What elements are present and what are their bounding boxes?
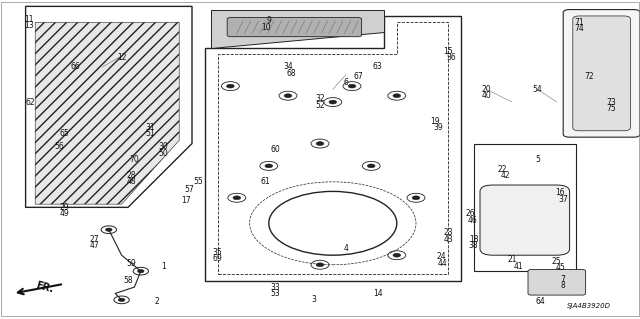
Text: 73: 73: [606, 98, 616, 107]
Text: FR.: FR.: [35, 280, 55, 294]
Text: 46: 46: [467, 216, 477, 225]
Text: 31: 31: [145, 123, 156, 132]
Circle shape: [316, 263, 324, 267]
Text: 72: 72: [584, 72, 594, 81]
Text: 40: 40: [481, 91, 492, 100]
Text: 64: 64: [536, 297, 546, 306]
Text: 42: 42: [500, 171, 511, 180]
Text: 70: 70: [129, 155, 140, 164]
Circle shape: [265, 164, 273, 168]
Text: 6: 6: [343, 78, 348, 87]
Text: 13: 13: [24, 21, 34, 30]
Text: 47: 47: [90, 241, 100, 250]
Text: 28: 28: [127, 171, 136, 180]
Polygon shape: [35, 22, 179, 204]
Text: 48: 48: [126, 177, 136, 186]
Text: 52: 52: [315, 101, 325, 110]
FancyBboxPatch shape: [227, 18, 362, 37]
Circle shape: [367, 164, 375, 168]
Text: 27: 27: [90, 235, 100, 244]
Text: 44: 44: [438, 259, 448, 268]
Text: 14: 14: [372, 289, 383, 298]
Text: 8: 8: [561, 281, 566, 290]
Circle shape: [284, 94, 292, 98]
Text: 2: 2: [154, 297, 159, 306]
Text: 29: 29: [59, 203, 69, 212]
Circle shape: [393, 94, 401, 98]
Text: 55: 55: [193, 177, 204, 186]
Text: 43: 43: [443, 235, 453, 244]
Text: 22: 22: [498, 165, 507, 174]
Text: 59: 59: [126, 259, 136, 268]
Text: SJA4B3920D: SJA4B3920D: [567, 303, 611, 309]
Text: 45: 45: [555, 263, 565, 272]
Text: 66: 66: [70, 63, 80, 71]
Circle shape: [138, 270, 144, 273]
FancyBboxPatch shape: [480, 185, 570, 255]
Text: 69: 69: [212, 254, 223, 263]
Text: 1: 1: [161, 262, 166, 271]
Text: 9: 9: [266, 16, 271, 25]
FancyBboxPatch shape: [528, 270, 586, 295]
Text: 25: 25: [552, 257, 562, 266]
Text: 19: 19: [430, 117, 440, 126]
Circle shape: [233, 196, 241, 200]
Text: 38: 38: [468, 241, 479, 250]
Text: 41: 41: [513, 262, 524, 271]
Text: 37: 37: [558, 195, 568, 204]
Text: 4: 4: [343, 244, 348, 253]
Text: 60: 60: [270, 145, 280, 154]
Circle shape: [118, 298, 125, 301]
Text: 56: 56: [54, 142, 64, 151]
Circle shape: [316, 142, 324, 145]
Text: 68: 68: [286, 69, 296, 78]
Text: 5: 5: [535, 155, 540, 164]
Text: 24: 24: [436, 252, 447, 261]
Text: 10: 10: [260, 23, 271, 32]
FancyBboxPatch shape: [563, 10, 640, 137]
Text: 7: 7: [561, 275, 566, 284]
Text: 32: 32: [315, 94, 325, 103]
Text: 62: 62: [26, 98, 36, 107]
Text: 35: 35: [212, 248, 223, 256]
Text: 3: 3: [311, 295, 316, 304]
Text: 75: 75: [606, 104, 616, 113]
Text: 16: 16: [555, 189, 565, 197]
Text: 61: 61: [260, 177, 271, 186]
Text: 65: 65: [59, 130, 69, 138]
Circle shape: [412, 196, 420, 200]
Circle shape: [329, 100, 337, 104]
Text: 74: 74: [574, 24, 584, 33]
Text: 51: 51: [145, 130, 156, 138]
Text: 30: 30: [158, 142, 168, 151]
Text: 53: 53: [270, 289, 280, 298]
Text: 11: 11: [24, 15, 33, 24]
Text: 33: 33: [270, 283, 280, 292]
Text: 23: 23: [443, 228, 453, 237]
Text: 20: 20: [481, 85, 492, 94]
Text: 58: 58: [123, 276, 133, 285]
Text: 39: 39: [433, 123, 444, 132]
Text: 34: 34: [283, 63, 293, 71]
Circle shape: [227, 84, 234, 88]
Text: 15: 15: [443, 47, 453, 56]
Polygon shape: [211, 10, 384, 48]
Circle shape: [348, 84, 356, 88]
Text: 17: 17: [180, 197, 191, 205]
Text: 21: 21: [508, 256, 516, 264]
Text: 26: 26: [465, 209, 476, 218]
Circle shape: [106, 228, 112, 231]
Text: 12: 12: [117, 53, 126, 62]
Text: 54: 54: [532, 85, 543, 94]
Circle shape: [393, 253, 401, 257]
Text: 50: 50: [158, 149, 168, 158]
Text: 18: 18: [469, 235, 478, 244]
Text: 36: 36: [446, 53, 456, 62]
Text: 57: 57: [184, 185, 194, 194]
Text: 67: 67: [353, 72, 364, 81]
Text: 63: 63: [372, 63, 383, 71]
FancyBboxPatch shape: [573, 16, 630, 131]
Text: 49: 49: [59, 209, 69, 218]
Text: 71: 71: [574, 18, 584, 27]
